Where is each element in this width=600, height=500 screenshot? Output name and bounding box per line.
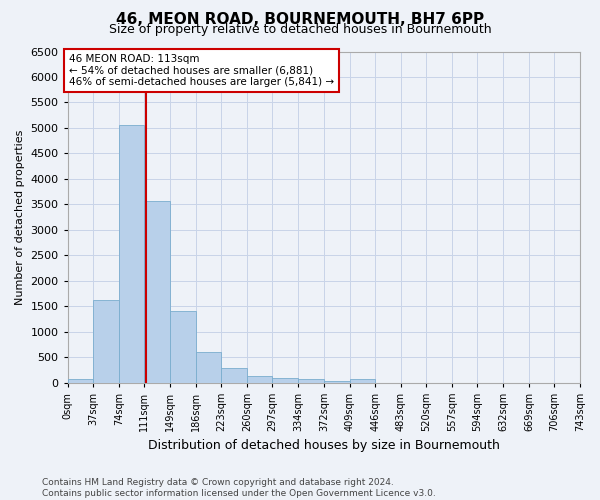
Bar <box>196 352 221 382</box>
X-axis label: Distribution of detached houses by size in Bournemouth: Distribution of detached houses by size … <box>148 440 500 452</box>
Bar <box>324 381 350 382</box>
Bar <box>272 378 298 382</box>
Bar <box>170 311 196 382</box>
Bar <box>298 380 324 382</box>
Bar <box>68 379 93 382</box>
Bar <box>247 376 272 382</box>
Text: Contains HM Land Registry data © Crown copyright and database right 2024.
Contai: Contains HM Land Registry data © Crown c… <box>42 478 436 498</box>
Bar <box>350 380 375 382</box>
Bar <box>119 125 144 382</box>
Bar <box>93 300 119 382</box>
Y-axis label: Number of detached properties: Number of detached properties <box>15 130 25 305</box>
Bar <box>221 368 247 382</box>
Text: Size of property relative to detached houses in Bournemouth: Size of property relative to detached ho… <box>109 22 491 36</box>
Bar <box>144 201 170 382</box>
Text: 46 MEON ROAD: 113sqm
← 54% of detached houses are smaller (6,881)
46% of semi-de: 46 MEON ROAD: 113sqm ← 54% of detached h… <box>69 54 334 87</box>
Text: 46, MEON ROAD, BOURNEMOUTH, BH7 6PP: 46, MEON ROAD, BOURNEMOUTH, BH7 6PP <box>116 12 484 28</box>
